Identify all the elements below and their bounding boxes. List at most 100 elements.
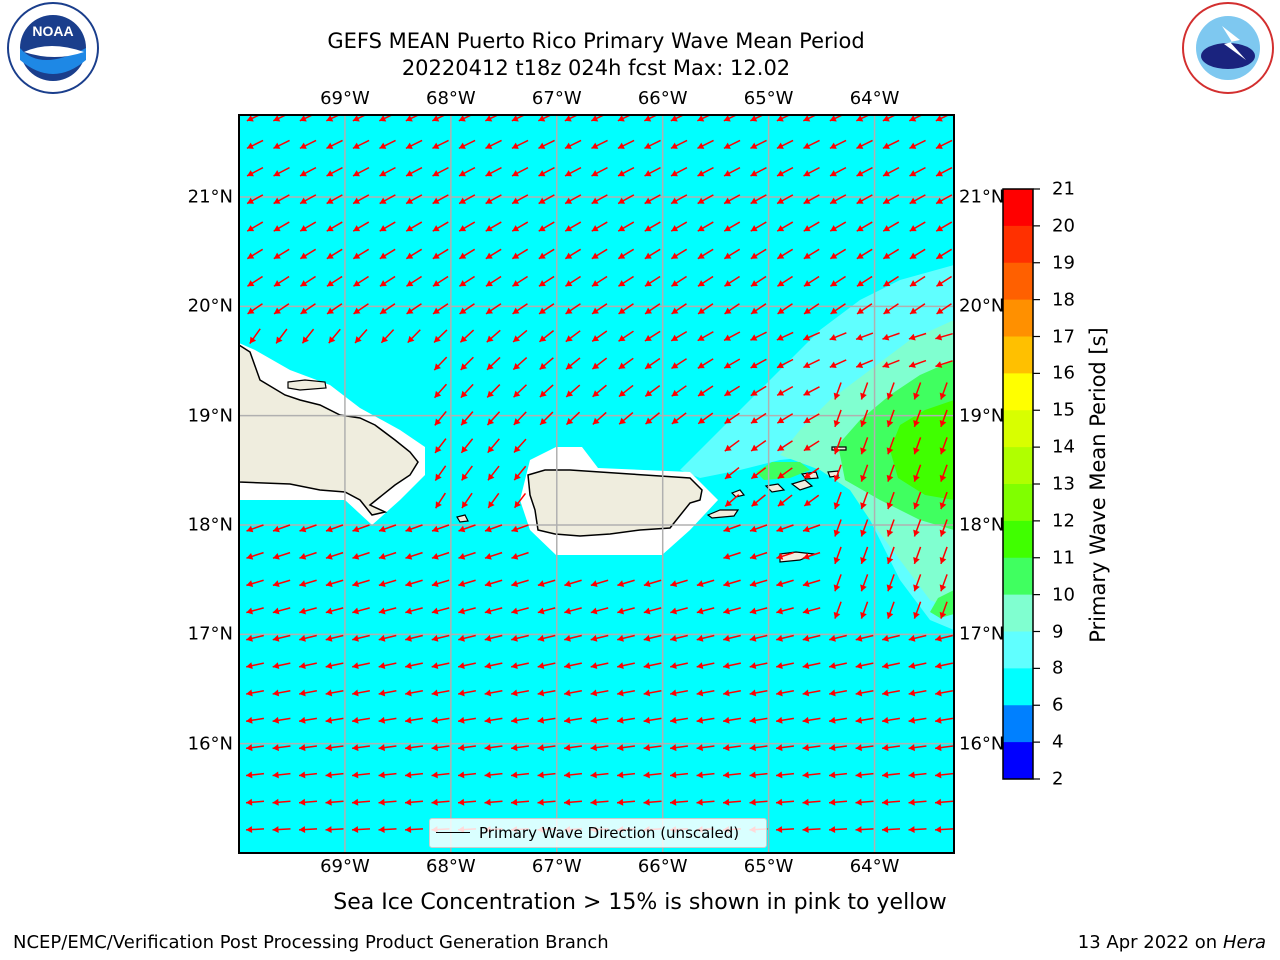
wave-arrow <box>246 689 264 697</box>
wave-arrow <box>458 662 476 670</box>
wave-arrow <box>484 579 503 588</box>
wave-arrow <box>644 385 661 397</box>
wave-arrow <box>775 798 795 806</box>
wave-arrow <box>379 139 396 150</box>
wave-arrow <box>434 465 447 482</box>
wave-arrow <box>431 634 450 642</box>
colorbar-segment <box>1003 594 1033 632</box>
wave-arrow <box>379 115 394 122</box>
wave-arrow <box>724 303 740 315</box>
wave-arrow <box>459 303 475 315</box>
wave-arrow <box>246 139 264 150</box>
wave-arrow <box>563 716 583 724</box>
wave-arrow <box>934 798 954 806</box>
wave-arrow <box>802 716 821 724</box>
wave-arrow <box>591 221 608 232</box>
wave-arrow <box>616 771 636 779</box>
wave-arrow <box>300 303 316 315</box>
wave-arrow <box>431 771 450 779</box>
wave-arrow <box>406 275 422 287</box>
wave-arrow <box>299 194 317 205</box>
wave-arrow <box>404 771 424 779</box>
wave-arrow <box>776 331 794 341</box>
wave-arrow <box>351 798 371 806</box>
legend-label: Primary Wave Direction (unscaled) <box>479 824 740 842</box>
wave-arrow <box>671 385 687 397</box>
wave-arrow <box>434 438 447 454</box>
wave-arrow <box>379 194 396 205</box>
wave-arrow <box>564 115 580 122</box>
wave-arrow <box>669 716 689 724</box>
lat-tick-label-left: 19°N <box>187 405 233 427</box>
wave-arrow <box>723 358 741 369</box>
wave-arrow <box>618 330 634 342</box>
wave-arrow <box>404 744 424 752</box>
wave-arrow <box>776 115 792 122</box>
wave-arrow <box>405 248 423 260</box>
wave-arrow <box>325 662 344 670</box>
wave-arrow <box>776 689 794 697</box>
wave-arrow <box>461 465 473 481</box>
wave-arrow <box>459 275 475 287</box>
wave-arrow <box>537 607 556 615</box>
wave-arrow <box>591 275 608 287</box>
wave-arrow <box>591 115 606 122</box>
wave-arrow <box>379 275 396 287</box>
wave-arrow <box>829 689 847 697</box>
wave-arrow <box>617 662 635 670</box>
wave-arrow <box>860 491 869 510</box>
wave-arrow <box>379 248 396 260</box>
wave-arrow <box>272 579 291 588</box>
wave-arrow <box>777 467 793 480</box>
wave-arrow <box>913 519 922 537</box>
wave-arrow <box>565 330 581 343</box>
wave-arrow <box>272 551 291 560</box>
wave-arrow <box>828 716 848 724</box>
wave-arrow <box>855 689 874 697</box>
wave-arrow <box>405 139 423 150</box>
wave-arrow <box>935 166 953 177</box>
wave-arrow <box>326 303 343 315</box>
wave-arrow <box>352 248 370 260</box>
wave-arrow <box>434 492 447 509</box>
wave-arrow <box>723 331 741 342</box>
wave-arrow <box>696 689 715 697</box>
wave-arrow <box>750 440 767 452</box>
wave-arrow <box>326 194 343 205</box>
wave-arrow <box>670 689 688 697</box>
wave-arrow <box>939 464 948 482</box>
wave-arrow <box>671 412 687 425</box>
wave-arrow <box>909 115 924 122</box>
wave-arrow <box>484 524 503 533</box>
wave-arrow <box>776 194 794 205</box>
wave-arrow <box>511 115 527 122</box>
wave-arrow <box>829 221 847 232</box>
wave-arrow <box>486 384 501 398</box>
wave-arrow <box>538 221 555 232</box>
wave-arrow <box>909 194 926 205</box>
wave-arrow <box>697 275 714 287</box>
wave-arrow <box>564 662 582 670</box>
wave-arrow <box>618 412 634 425</box>
wave-arrow <box>434 410 447 426</box>
wave-arrow <box>883 275 899 287</box>
wave-arrow <box>459 329 475 343</box>
lat-tick-label-left: 17°N <box>187 623 233 645</box>
wave-arrow <box>833 546 842 565</box>
wave-arrow <box>644 303 661 315</box>
wave-arrow <box>644 357 661 370</box>
wave-arrow <box>856 275 873 287</box>
wave-arrow <box>802 551 821 560</box>
wave-arrow <box>723 139 741 150</box>
wave-arrow <box>856 221 873 232</box>
wave-arrow <box>405 166 423 177</box>
wave-arrow <box>460 411 474 426</box>
wave-arrow <box>405 115 421 122</box>
wave-arrow <box>723 662 741 670</box>
wave-arrow <box>484 662 503 670</box>
wave-arrow <box>404 716 424 724</box>
wave-arrow <box>590 716 609 724</box>
wave-arrow <box>404 798 424 806</box>
wave-arrow <box>460 383 474 399</box>
wave-arrow <box>803 221 820 232</box>
